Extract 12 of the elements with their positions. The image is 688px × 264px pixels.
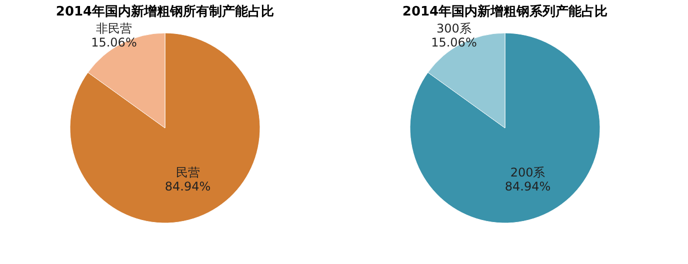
slice-label: 300系: [436, 21, 472, 36]
data-label: 15.06%: [431, 35, 477, 50]
chart-title: 2014年国内新增粗钢所有制产能占比: [56, 3, 274, 20]
slice-label: 民营: [176, 166, 200, 180]
data-label: 15.06%: [91, 35, 137, 50]
data-label: 84.94%: [504, 180, 551, 194]
data-label: 84.94%: [164, 180, 211, 194]
chart-title: 2014年国内新增粗钢系列产能占比: [402, 3, 608, 20]
pie-slice: [70, 32, 260, 224]
pie-slice: [410, 32, 600, 224]
slice-label: 非民营: [96, 21, 132, 36]
slice-label: 200系: [510, 166, 546, 180]
